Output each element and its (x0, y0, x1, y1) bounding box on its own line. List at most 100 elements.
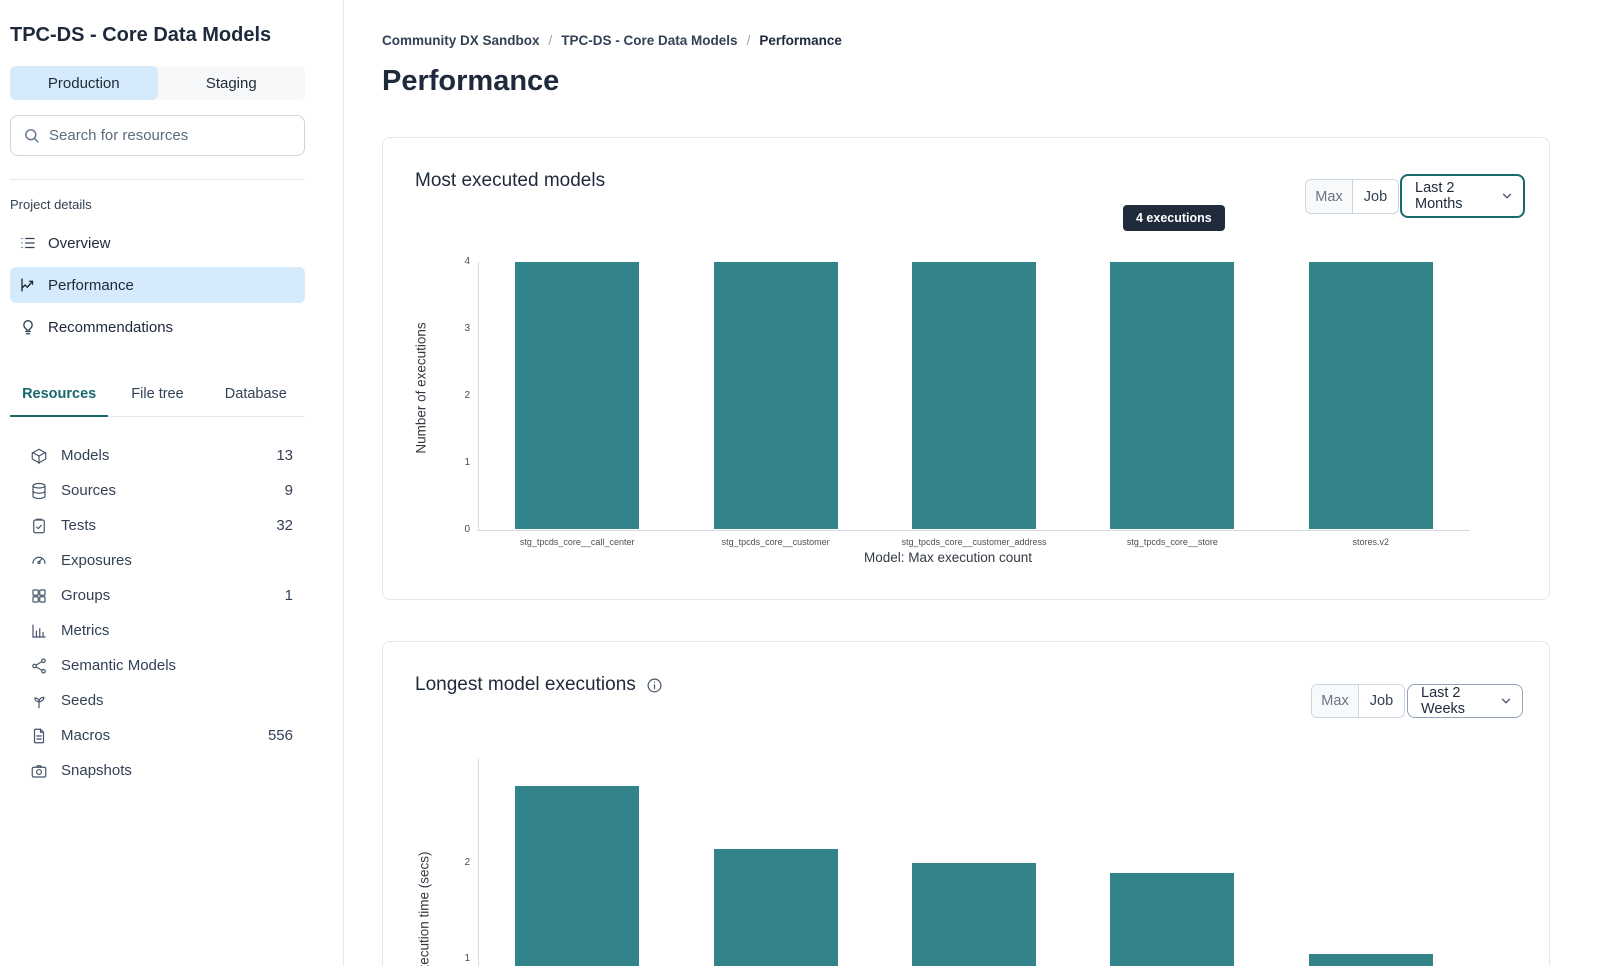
document-icon (30, 727, 48, 745)
bar-stg_tpcds_core__store[interactable] (1110, 262, 1235, 529)
breadcrumb-item[interactable]: TPC-DS - Core Data Models (561, 33, 738, 48)
longest-model-executions-card: Longest model executions Max Job Last 2 … (382, 641, 1550, 966)
chevron-down-icon (1499, 694, 1513, 708)
breadcrumb-separator: / (548, 33, 553, 48)
sidebar-item-label: Performance (48, 276, 134, 294)
max-toggle-button[interactable]: Max (1312, 685, 1358, 717)
x-axis-category-label: stg_tpcds_core__customer_address (901, 537, 1047, 547)
y-axis-title: Execution time (secs) (416, 851, 432, 966)
list-icon (19, 234, 37, 252)
bar-series-4[interactable] (1110, 872, 1235, 966)
breadcrumb-separator: / (746, 33, 751, 48)
time-range-select[interactable]: Last 2 Months (1400, 174, 1525, 218)
breadcrumb-item[interactable]: Community DX Sandbox (382, 33, 540, 48)
chart-title: Longest model executions (415, 674, 663, 696)
max-toggle-button[interactable]: Max (1306, 180, 1352, 213)
search-input[interactable]: Search for resources (10, 115, 305, 156)
bar-series-1[interactable] (515, 786, 640, 966)
camera-icon (30, 762, 48, 780)
page-title: Performance (382, 65, 560, 97)
y-axis-tick-label: 2 (464, 857, 470, 868)
sidebar-item-recommendations[interactable]: Recommendations (10, 309, 305, 345)
main-content: Community DX Sandbox / TPC-DS - Core Dat… (344, 0, 1621, 966)
project-details-label: Project details (10, 197, 92, 212)
sidebar-item-label: Overview (48, 234, 111, 252)
y-axis-tick-label: 3 (464, 323, 470, 334)
resource-row-snapshots[interactable]: Snapshots (10, 753, 305, 788)
info-icon[interactable] (646, 677, 663, 694)
resource-count: 13 (276, 447, 293, 464)
job-toggle-button[interactable]: Job (1358, 685, 1404, 717)
database-icon (30, 482, 48, 500)
bar-series-5[interactable] (1308, 954, 1433, 966)
x-axis-title: Model: Max execution count (863, 550, 1033, 565)
executions-bar-chart: 0 1 2 3 4 Number of executions Model: Max exec… (383, 138, 1549, 599)
time-range-value: Last 2 Months (1415, 180, 1463, 212)
resource-row-semantic-models[interactable]: Semantic Models (10, 648, 305, 683)
execution-time-bar-chart: 1 2 Execution time (secs) (383, 642, 1549, 966)
time-range-select[interactable]: Last 2 Weeks (1407, 684, 1523, 718)
tab-database[interactable]: Database (224, 386, 287, 402)
line-chart-icon (19, 276, 37, 294)
clipboard-check-icon (30, 517, 48, 535)
bar-stg_tpcds_core__customer_address[interactable] (912, 262, 1036, 529)
resource-row-sources[interactable]: Sources 9 (10, 473, 305, 508)
breadcrumb: Community DX Sandbox / TPC-DS - Core Dat… (382, 33, 1621, 48)
y-axis-tick-label: 4 (464, 256, 470, 267)
y-axis-tick-label: 2 (464, 390, 470, 401)
bar-stores.v2[interactable] (1308, 262, 1433, 529)
sidebar-item-overview[interactable]: Overview (10, 225, 305, 261)
project-title: TPC-DS - Core Data Models (10, 24, 272, 46)
bar-chart-icon (30, 622, 48, 640)
bar-series-2[interactable] (713, 848, 838, 966)
y-axis-title: Number of executions (413, 322, 429, 454)
resource-row-seeds[interactable]: Seeds (10, 683, 305, 718)
y-axis-line (478, 759, 479, 966)
chart-title: Most executed models (415, 170, 606, 191)
resource-row-tests[interactable]: Tests 32 (10, 508, 305, 543)
cube-icon (30, 447, 48, 465)
bar-series-3[interactable] (912, 863, 1036, 966)
x-axis-category-label: stores.v2 (1352, 537, 1390, 547)
gauge-icon (30, 552, 48, 570)
project-nav: Overview Performance Recommendations (10, 225, 305, 345)
environment-toggle: Production Staging (10, 66, 305, 100)
resource-list: Models 13 Sources 9 Tests 32 (10, 438, 305, 788)
tab-production[interactable]: Production (10, 66, 158, 100)
divider (10, 179, 305, 180)
bar-stg_tpcds_core__customer[interactable] (713, 262, 838, 529)
resource-row-macros[interactable]: Macros 556 (10, 718, 305, 753)
breadcrumb-item-current: Performance (759, 33, 842, 48)
grid-icon (30, 587, 48, 605)
search-icon (23, 127, 40, 144)
resource-row-metrics[interactable]: Metrics (10, 613, 305, 648)
sidebar-item-performance[interactable]: Performance (10, 267, 305, 303)
tab-file-tree[interactable]: File tree (131, 386, 184, 402)
resource-row-exposures[interactable]: Exposures (10, 543, 305, 578)
chevron-down-icon (1500, 189, 1514, 203)
tab-resources[interactable]: Resources (10, 386, 109, 417)
sidebar: TPC-DS - Core Data Models Production Sta… (0, 0, 344, 966)
resource-count: 32 (276, 517, 293, 534)
tab-staging[interactable]: Staging (205, 74, 257, 92)
bar-stg_tpcds_core__call_center[interactable] (515, 262, 640, 529)
aggregation-toggle: Max Job (1311, 684, 1405, 718)
sidebar-item-label: Recommendations (48, 318, 174, 336)
sprout-icon (30, 692, 48, 710)
aggregation-toggle: Max Job (1305, 179, 1399, 214)
resource-count: 556 (267, 727, 293, 744)
job-toggle-button[interactable]: Job (1352, 180, 1398, 213)
y-axis-tick-label: 0 (464, 524, 470, 535)
resource-count: 9 (284, 482, 293, 499)
network-icon (30, 657, 48, 675)
lightbulb-icon (19, 318, 37, 336)
search-placeholder: Search for resources (49, 127, 189, 144)
x-axis-line (478, 530, 1470, 531)
resource-row-groups[interactable]: Groups 1 (10, 578, 305, 613)
y-axis-line (478, 262, 479, 530)
resource-row-models[interactable]: Models 13 (10, 438, 305, 473)
x-axis-category-label: stg_tpcds_core__customer (721, 537, 830, 547)
x-axis-category-label: stg_tpcds_core__store (1126, 537, 1218, 547)
x-axis-category-label: stg_tpcds_core__call_center (519, 537, 635, 547)
